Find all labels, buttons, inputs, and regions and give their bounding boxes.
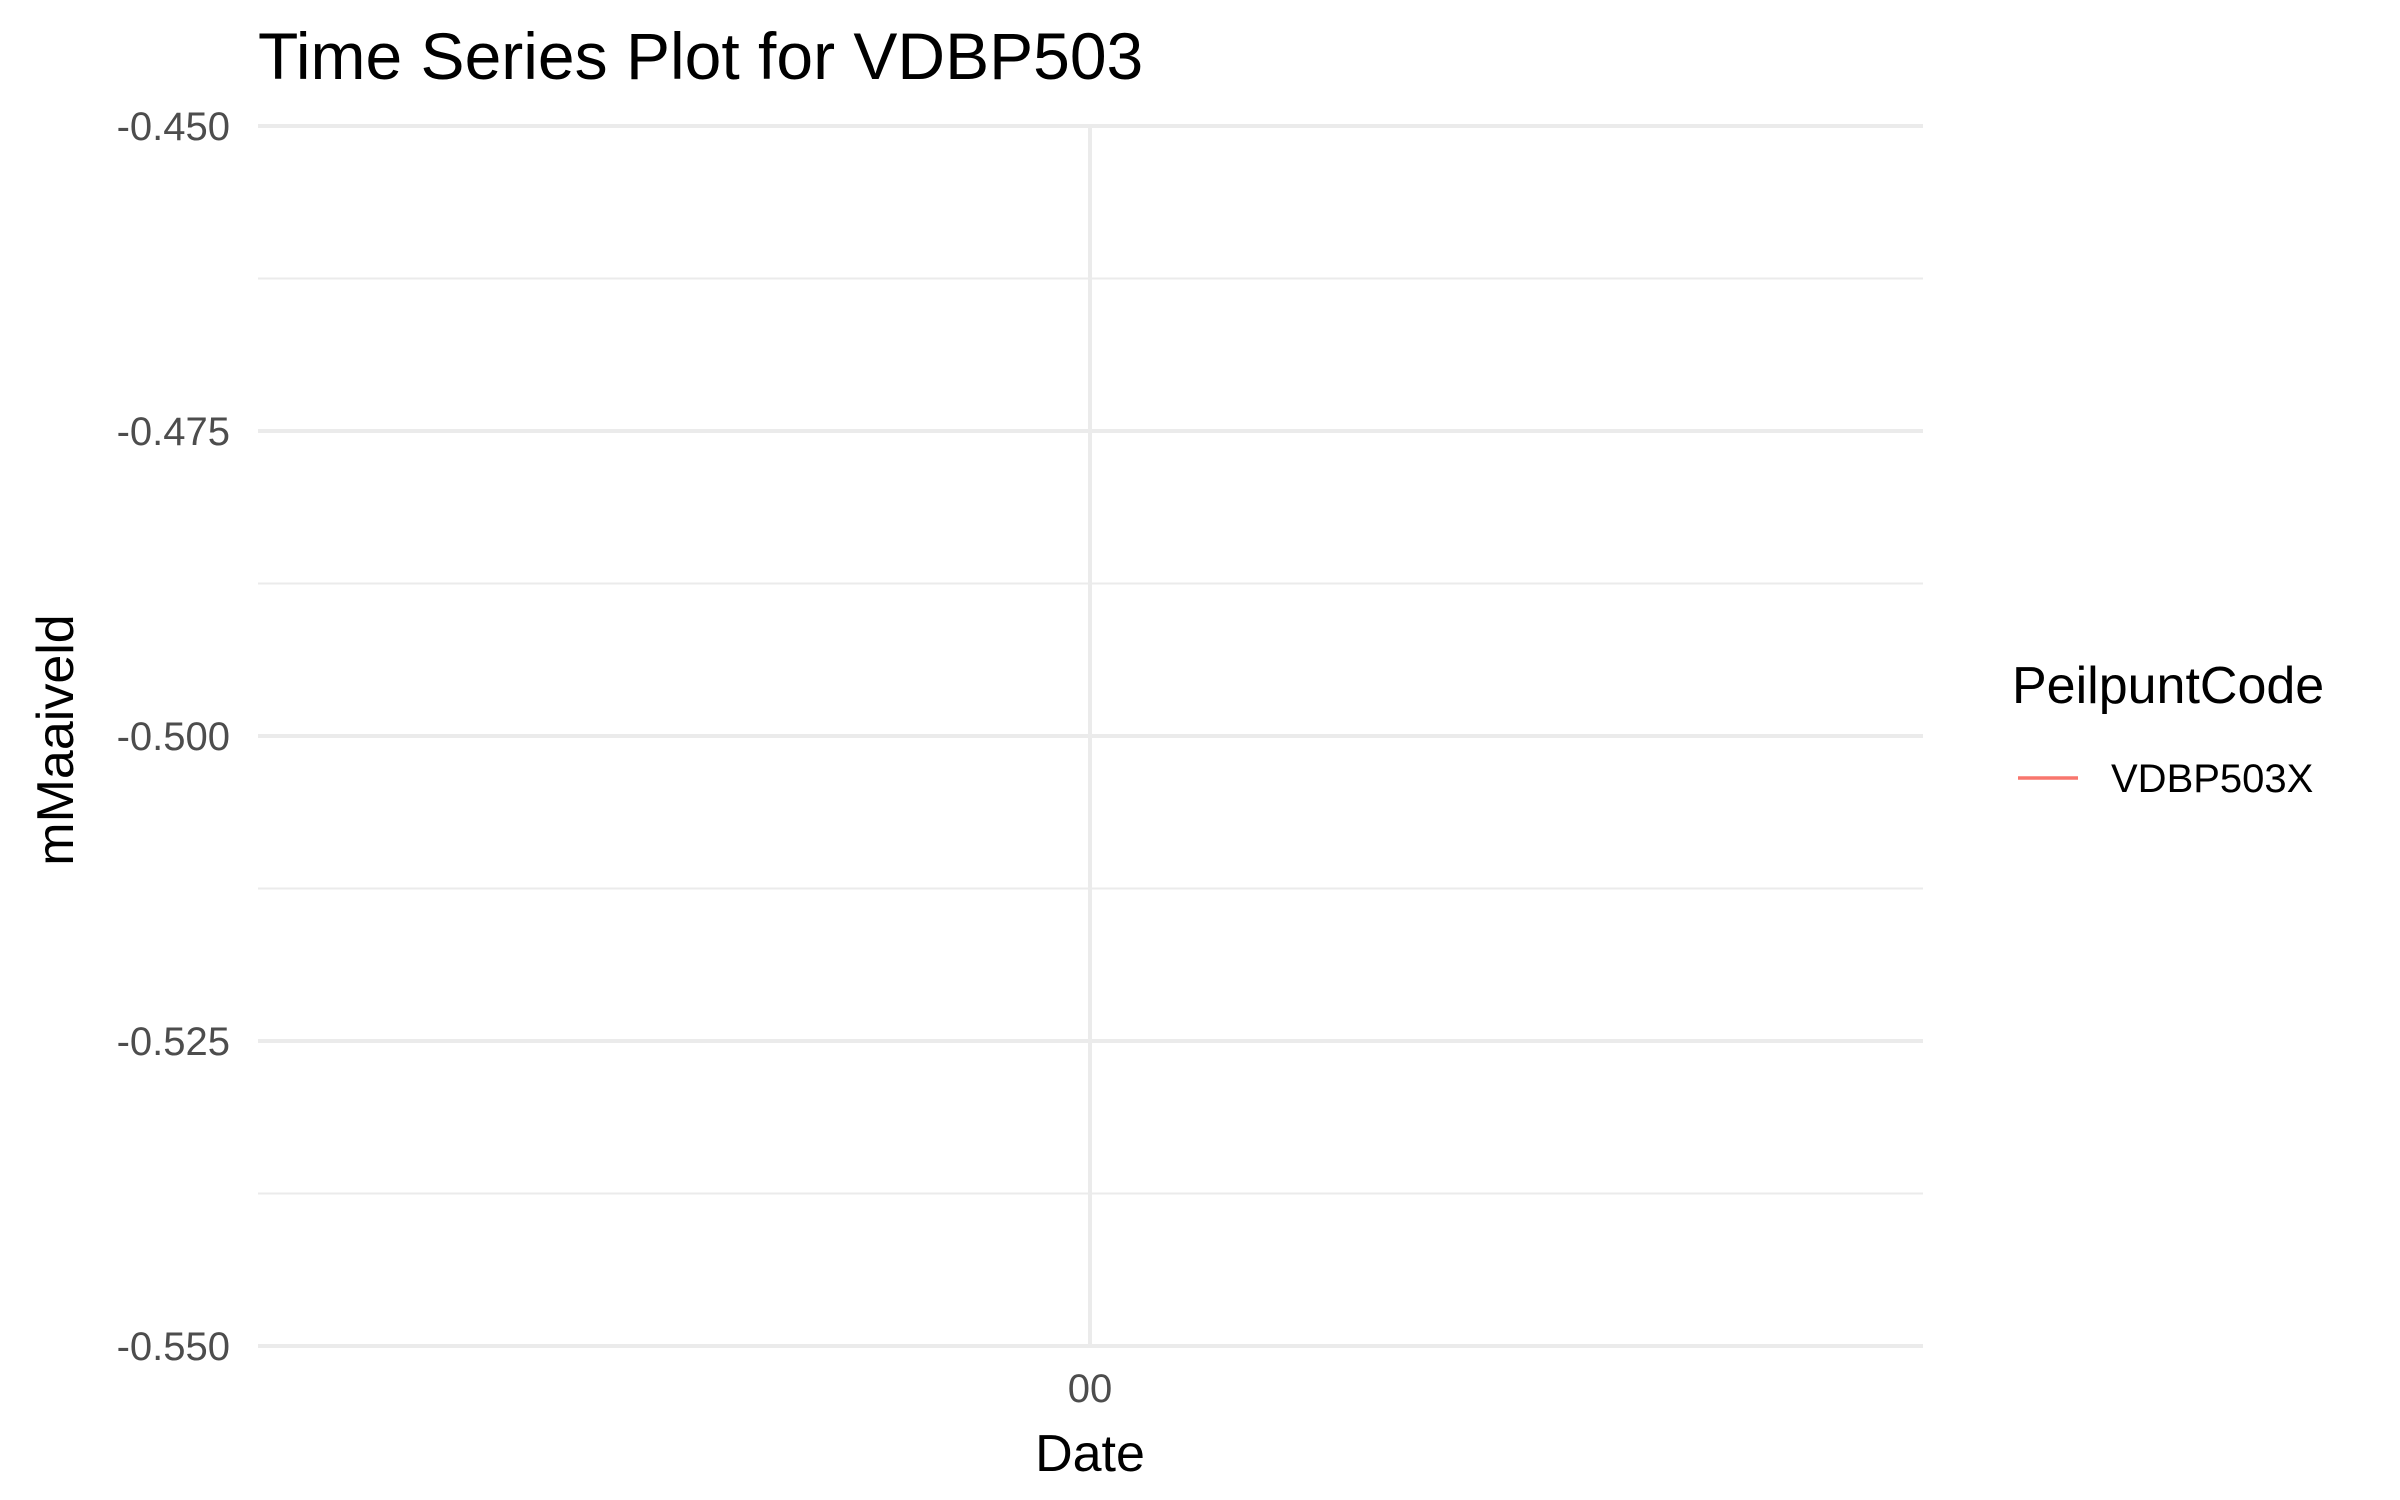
chart-title: Time Series Plot for VDBP503: [258, 19, 1143, 93]
legend-label-vdbp503x: VDBP503X: [2111, 757, 2313, 801]
legend-title: PeilpuntCode: [2012, 657, 2324, 715]
y-axis-tick-labels: -0.450 -0.475 -0.500 -0.525 -0.550: [117, 105, 230, 1369]
x-axis-label: Date: [1035, 1425, 1145, 1483]
y-tick-label: -0.475: [117, 410, 230, 454]
y-axis-label: mMaaiveld: [27, 614, 85, 865]
major-gridlines: [258, 124, 1923, 1348]
x-axis-tick-labels: 00: [1068, 1367, 1113, 1411]
y-tick-label: -0.525: [117, 1020, 230, 1064]
legend: PeilpuntCode VDBP503X: [2012, 657, 2324, 801]
y-tick-label: -0.450: [117, 105, 230, 149]
y-tick-label: -0.550: [117, 1325, 230, 1369]
y-tick-label: -0.500: [117, 715, 230, 759]
x-tick-label: 00: [1068, 1367, 1113, 1411]
